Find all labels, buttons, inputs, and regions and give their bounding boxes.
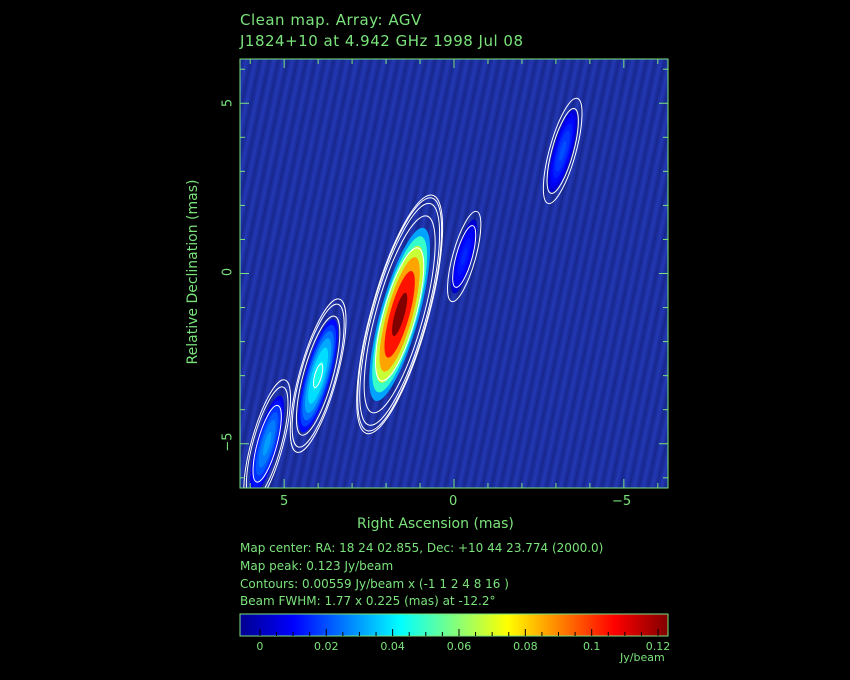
colorbar-ticks <box>259 629 659 636</box>
source-component <box>542 97 583 205</box>
axis-ticks <box>240 59 668 488</box>
contour-line <box>546 107 579 194</box>
colorbar <box>239 613 669 637</box>
source-component <box>243 379 292 488</box>
source-component <box>447 210 482 303</box>
contour-line <box>295 315 341 436</box>
contours-text: Contours: 0.00559 Jy/beam x (-1 1 2 4 8 … <box>240 577 509 591</box>
colorbar-tick-label: 0.02 <box>314 640 339 653</box>
y-axis-label: Relative Declination (mas) <box>185 179 201 365</box>
map-center-text: Map center: RA: 18 24 02.855, Dec: +10 4… <box>240 541 604 555</box>
contour-line <box>291 303 345 448</box>
x-axis-label: Right Ascension (mas) <box>357 516 514 532</box>
beam-fwhm-text: Beam FWHM: 1.77 x 0.225 (mas) at -12.2° <box>240 594 496 608</box>
y-tick-label-minus5: −5 <box>220 432 236 452</box>
contour-line <box>363 215 436 414</box>
map-peak-text: Map peak: 0.123 Jy/beam <box>240 559 394 573</box>
colorbar-tick-label: 0.06 <box>446 640 472 653</box>
contour-line <box>312 363 324 388</box>
emission-level <box>559 140 567 162</box>
emission-level <box>313 361 324 390</box>
colorbar-tick-label: 0 <box>256 640 264 653</box>
x-tick-label-5: 5 <box>280 494 289 509</box>
colorbar-tick-label: 0.1 <box>582 640 601 653</box>
contour-line <box>243 379 292 488</box>
emission-level <box>392 292 408 337</box>
contour-line <box>447 210 482 303</box>
map-title-line2: J1824+10 at 4.942 GHz 1998 Jul 08 <box>240 32 524 50</box>
y-tick-label-5: 5 <box>220 98 236 108</box>
contour-line <box>245 386 289 488</box>
map-emission-layer <box>243 97 583 488</box>
colorbar-tick-label: 0.12 <box>645 640 671 653</box>
colorbar-tick-label: 0.08 <box>513 640 538 653</box>
y-tick-label-0: 0 <box>220 267 236 277</box>
contour-line <box>542 97 583 205</box>
colorbar-tick-label: 0.04 <box>380 640 405 653</box>
map-title-line1: Clean map. Array: AGV <box>240 11 422 29</box>
contour-line <box>289 298 347 453</box>
x-tick-label-0: 0 <box>449 494 458 509</box>
contour-line <box>375 247 425 382</box>
contour-line <box>356 194 444 435</box>
source-component <box>289 298 347 453</box>
contour-line <box>252 404 282 483</box>
colorbar-unit: Jy/beam <box>620 651 665 664</box>
emission-level <box>460 247 468 266</box>
emission-level <box>262 431 272 456</box>
contour-line <box>452 225 477 288</box>
source-component <box>356 194 444 435</box>
x-tick-label-minus5: −5 <box>612 494 632 509</box>
contour-line <box>357 197 443 432</box>
